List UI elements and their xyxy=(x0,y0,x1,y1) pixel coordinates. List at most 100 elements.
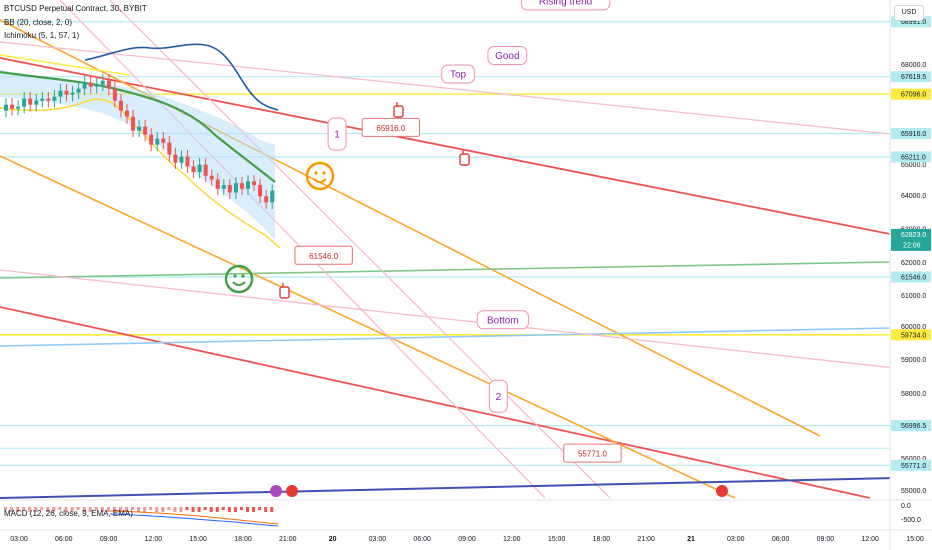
bb-indicator-label[interactable]: BB (20, close, 2, 0) xyxy=(4,18,73,27)
macd-bar-40 xyxy=(246,507,249,512)
candle-body-6[interactable] xyxy=(40,98,45,101)
candle-body-0[interactable] xyxy=(4,104,8,111)
candle-body-36[interactable] xyxy=(221,185,226,189)
callout-box-6[interactable] xyxy=(563,443,622,463)
blue-trendline[interactable] xyxy=(0,327,891,347)
candle-body-14[interactable] xyxy=(88,82,93,87)
candle-body-40[interactable] xyxy=(246,181,250,189)
callout-text-6: 55771.0 xyxy=(578,450,607,459)
candle-body-18[interactable] xyxy=(112,88,117,101)
candle-body-7[interactable] xyxy=(46,98,51,101)
event-flag-icon-1[interactable] xyxy=(286,485,298,497)
pink-line-1[interactable] xyxy=(0,41,891,135)
callout-box-2[interactable] xyxy=(487,45,528,65)
candle-body-37[interactable] xyxy=(227,185,232,193)
navy-trendline[interactable] xyxy=(0,477,896,499)
candle-body-2[interactable] xyxy=(16,106,21,109)
callout-box-7[interactable] xyxy=(327,117,347,151)
price-label-4: 65211.0 xyxy=(901,154,926,161)
price-label-bg-3[interactable] xyxy=(891,127,931,139)
candle-body-19[interactable] xyxy=(118,100,123,111)
candle-body-9[interactable] xyxy=(58,90,63,97)
candle-body-41[interactable] xyxy=(252,181,257,186)
callout-box-5[interactable] xyxy=(476,310,529,330)
price-label-bg-6[interactable] xyxy=(891,271,931,283)
orange-channel-upper[interactable] xyxy=(0,19,821,437)
callout-box-0[interactable] xyxy=(520,0,611,11)
price-label-bg-5[interactable] xyxy=(891,228,931,251)
pointing-hand-icon-1[interactable] xyxy=(393,102,404,118)
candle-body-23[interactable] xyxy=(143,126,148,135)
orange-channel-lower[interactable] xyxy=(0,155,736,499)
symbol-title[interactable]: BTCUSD Perpetual Contract, 30, BYBIT xyxy=(4,4,147,13)
currency-button[interactable]: USD xyxy=(894,5,924,21)
candle-body-13[interactable] xyxy=(82,82,87,89)
smiley-orange-icon[interactable] xyxy=(305,161,335,191)
pink-line-4[interactable] xyxy=(109,0,611,499)
candle-body-24[interactable] xyxy=(149,134,154,145)
red-trendline-lower[interactable] xyxy=(0,306,871,499)
price-label-1: 67619.5 xyxy=(901,74,926,81)
callout-box-8[interactable] xyxy=(488,379,508,413)
candle-body-21[interactable] xyxy=(131,116,136,131)
candle-body-15[interactable] xyxy=(94,84,99,87)
candle-body-33[interactable] xyxy=(203,164,208,176)
candle-body-25[interactable] xyxy=(155,138,160,145)
candle-body-30[interactable] xyxy=(185,156,190,167)
candle-body-28[interactable] xyxy=(173,154,178,163)
candle-body-8[interactable] xyxy=(52,96,57,101)
candle-body-43[interactable] xyxy=(264,196,269,203)
smiley-green-icon[interactable] xyxy=(224,264,254,294)
price-label-bg-0[interactable] xyxy=(891,16,931,28)
pointing-hand-icon-2[interactable] xyxy=(459,150,470,166)
candle-body-11[interactable] xyxy=(70,92,75,95)
candle-body-38[interactable] xyxy=(233,183,238,193)
candle-body-20[interactable] xyxy=(125,110,129,117)
candle-body-44[interactable] xyxy=(270,190,275,203)
price-label-bg-4[interactable] xyxy=(891,151,931,163)
candle-body-1[interactable] xyxy=(10,104,15,109)
event-flag-icon-2[interactable] xyxy=(716,485,728,497)
candle-body-17[interactable] xyxy=(106,80,111,89)
ichimoku-indicator-label[interactable]: Ichimoku (5, 1, 57, 1) xyxy=(4,31,80,40)
macd-indicator-label[interactable]: MACD (12, 26, close, 9, EMA, EMA) xyxy=(4,509,133,518)
macd-bar-26 xyxy=(161,507,165,512)
candle-body-4[interactable] xyxy=(28,98,33,105)
candle-body-34[interactable] xyxy=(209,175,214,180)
callouts[interactable]: Rising trend Top Good 65916.0 61546.0 Bottom 5… xyxy=(294,0,622,463)
x-tick-13: 18:00 xyxy=(593,536,611,543)
candle-body-5[interactable] xyxy=(34,100,39,105)
macd-bar-17 xyxy=(106,507,110,512)
callout-box-4[interactable] xyxy=(294,245,353,265)
price-label-bg-8[interactable] xyxy=(891,420,931,432)
price-label-bg-9[interactable] xyxy=(891,459,931,471)
candles[interactable] xyxy=(4,74,275,210)
candle-body-35[interactable] xyxy=(215,179,220,189)
candle-body-32[interactable] xyxy=(197,164,202,173)
price-label-bg-2[interactable] xyxy=(891,88,931,100)
candle-body-10[interactable] xyxy=(64,90,69,95)
price-label-bg-1[interactable] xyxy=(891,71,931,83)
green-trendline[interactable] xyxy=(0,261,891,279)
callout-box-3[interactable] xyxy=(361,117,421,137)
candle-body-3[interactable] xyxy=(22,98,27,107)
candle-body-42[interactable] xyxy=(258,185,263,197)
candle-body-22[interactable] xyxy=(137,126,142,131)
candle-body-29[interactable] xyxy=(179,156,184,163)
candle-body-27[interactable] xyxy=(167,142,172,155)
macd-bar-30 xyxy=(185,507,189,510)
candle-body-31[interactable] xyxy=(191,166,196,173)
candle-body-12[interactable] xyxy=(76,88,81,93)
pointing-hand-icon-3[interactable] xyxy=(279,283,290,299)
candle-body-26[interactable] xyxy=(161,138,166,143)
price-label-bg-7[interactable] xyxy=(891,329,931,341)
macd-histogram[interactable] xyxy=(4,507,274,512)
candle-body-16[interactable] xyxy=(100,80,105,85)
candle-body-39[interactable] xyxy=(239,183,244,189)
event-lightning-icon[interactable] xyxy=(270,485,282,497)
yellow-short-line[interactable] xyxy=(0,54,131,76)
callout-box-1[interactable] xyxy=(441,64,475,84)
pink-line-2[interactable] xyxy=(0,269,896,369)
red-trendline-upper[interactable] xyxy=(0,57,891,235)
